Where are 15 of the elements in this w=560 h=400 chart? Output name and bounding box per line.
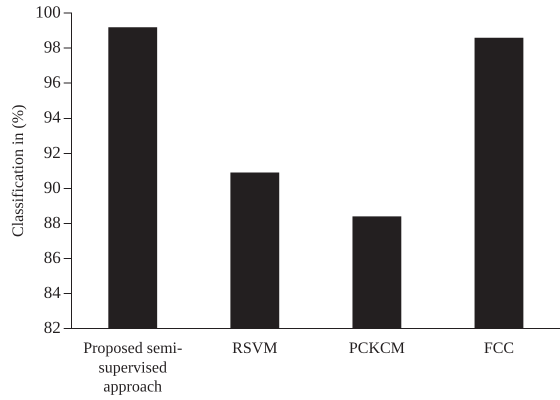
x-tick-label: Proposed semi-supervised approach	[83, 340, 182, 396]
y-axis-title: Classification in (%)	[10, 104, 27, 238]
x-tick-label: PCKCM	[348, 340, 405, 358]
y-tick-label: 100	[35, 2, 61, 22]
y-tick-label: 96	[44, 72, 61, 92]
y-tick-label: 90	[44, 178, 61, 197]
y-tick-label: 86	[44, 248, 61, 267]
x-tick-label: FCC	[484, 340, 514, 358]
y-tick-label: 84	[44, 282, 62, 302]
y-tick-label: 88	[44, 212, 61, 232]
y-tick-label: 98	[44, 38, 61, 57]
y-tick-label: 92	[44, 142, 61, 162]
y-tick-label: 94	[44, 108, 62, 127]
x-tick-label: RSVM	[232, 340, 278, 358]
y-tick-label: 82	[44, 318, 61, 337]
